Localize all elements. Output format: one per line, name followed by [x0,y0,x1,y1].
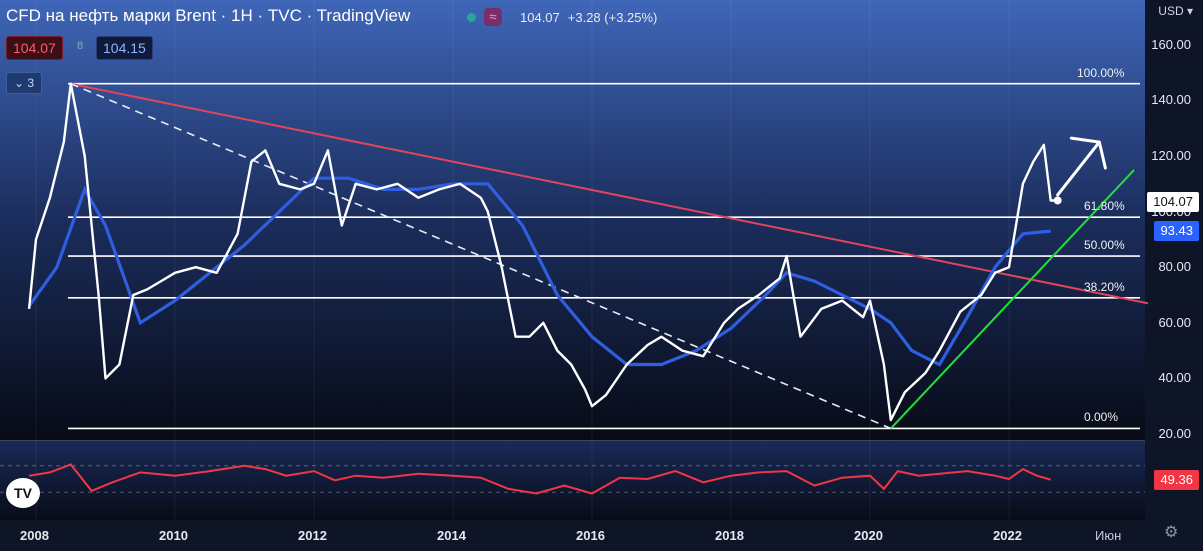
y-tick-label: 80.00 [1158,259,1191,275]
sell-button[interactable]: 104.07 [6,36,63,60]
price-tag: 104.07 [1147,192,1199,212]
last-price: 104.07 [520,9,560,25]
ma-line [27,176,1051,367]
rsi-line [28,463,1051,495]
x-tick-label: 2012 [298,528,327,543]
currency-selector[interactable]: USD ▾ [1158,4,1193,18]
y-tick-label: 20.00 [1158,426,1191,441]
x-tick-month: Июн [1095,528,1122,543]
x-tick-label: 2010 [159,528,188,543]
rsi-tag: 49.36 [1154,470,1199,490]
time-axis-bg [0,520,1145,551]
fib-label: 50.00% [1084,238,1125,253]
fib-label: 38.20% [1084,279,1125,294]
y-tick-label: 60.00 [1158,314,1191,330]
header-status: ≈ 104.07 +3.28 (+3.25%) [467,8,657,26]
x-tick-label: 2020 [854,528,883,543]
indicator-count: 3 [27,76,35,90]
spread-value: 8 [77,40,84,52]
fib-label: 61.80% [1084,199,1125,214]
buy-button[interactable]: 104.15 [96,36,153,60]
ma-tag: 93.43 [1154,221,1199,241]
fib-label: 100.00% [1077,65,1125,80]
x-tick-label: 2008 [20,528,49,543]
chevron-down-icon: ⌄ [13,76,28,90]
x-tick-label: 2016 [576,528,605,543]
fib-label: 0.00% [1084,410,1119,425]
gear-icon[interactable]: ⚙ [1164,524,1179,541]
market-open-dot [467,12,476,22]
axis-bg [1145,0,1203,551]
trend-line-down [70,82,1149,305]
main-pane-bg [0,0,1145,440]
chart-title: CFD на нефть марки Brent · 1Н · TVC · Tr… [6,6,411,25]
trend-line-up [890,169,1135,430]
y-tick-label: 140.00 [1151,92,1191,108]
x-tick-label: 2018 [715,528,744,543]
last-price-dot [1053,196,1062,205]
wave-icon[interactable]: ≈ [484,8,502,26]
up-arrow [1056,136,1107,197]
x-tick-label: 2022 [993,528,1022,543]
y-tick-label: 160.00 [1151,36,1191,52]
y-tick-label: 120.00 [1151,148,1191,163]
y-tick-label: 40.00 [1158,370,1191,386]
price-change: +3.28 (+3.25%) [567,9,658,25]
price-line [27,82,1058,422]
tradingview-logo[interactable]: TV [6,478,40,508]
rsi-pane-bg [0,441,1145,520]
x-tick-label: 2014 [437,528,466,543]
collapse-indicators-button[interactable]: ⌄ 3 [6,72,42,94]
